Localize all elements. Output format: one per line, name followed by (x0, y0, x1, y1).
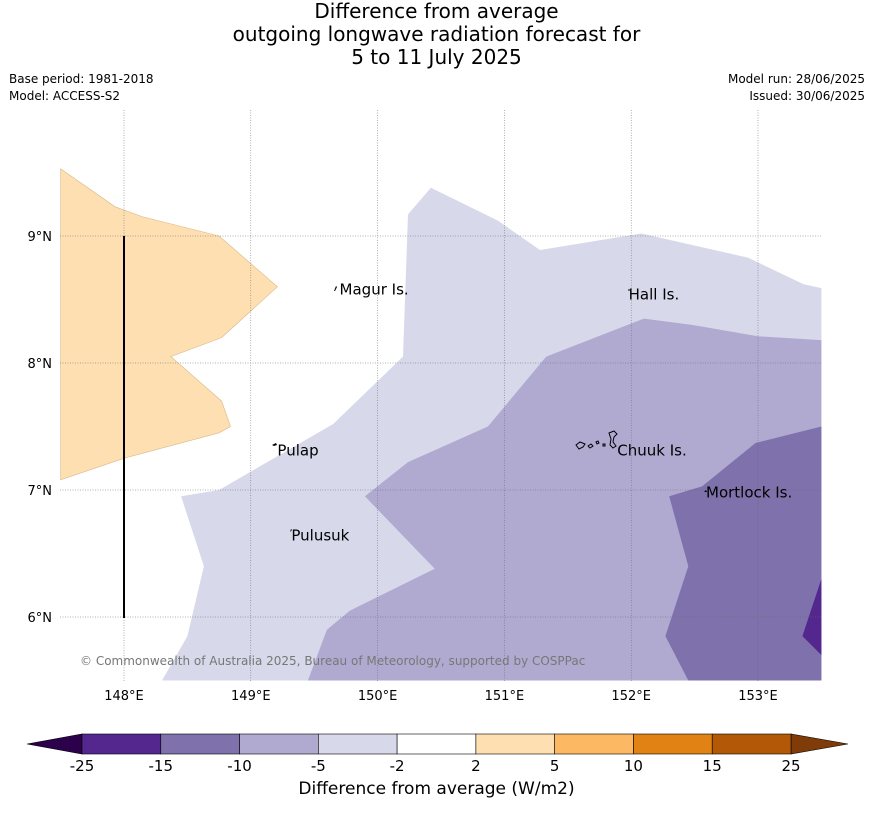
colorbar-bin-2 (239, 733, 319, 755)
colorbar-tick-1: -15 (149, 757, 174, 775)
mortlock-island-shape (704, 490, 707, 492)
colorbar-tick-8: 15 (703, 757, 722, 775)
colorbar-bin-1 (160, 733, 240, 755)
colorbar-over-arrow (790, 733, 849, 755)
island-outlines (272, 286, 707, 532)
lat-label-0: 9°N (28, 230, 53, 245)
lat-label-2: 7°N (28, 484, 53, 499)
lon-label-1: 149°E (231, 689, 271, 704)
colorbar-tick-6: 5 (550, 757, 560, 775)
hall-island-shape (628, 289, 630, 291)
lat-label-1: 8°N (28, 357, 53, 372)
pulusuk-island-shape (290, 529, 292, 532)
anomaly-region-3 (665, 426, 822, 681)
anomaly-regions (60, 168, 822, 681)
copyright-notice: © Commonwealth of Australia 2025, Bureau… (80, 654, 585, 668)
colorbar-tick-4: -2 (390, 757, 405, 775)
place-label-5: Pulusuk (291, 527, 349, 545)
model-run-date: Model run: 28/06/2025 (727, 72, 865, 86)
colorbar-tick-5: 2 (471, 757, 481, 775)
lon-label-2: 150°E (358, 689, 398, 704)
model-name: Model: ACCESS-S2 (9, 89, 121, 103)
lon-label-4: 152°E (611, 689, 651, 704)
chuuk-atoll-shape (575, 430, 618, 450)
place-label-4: Mortlock Is. (706, 484, 792, 502)
colorbar: -25 -15 -10 -5 -2 2 5 10 15 25 (26, 733, 849, 775)
title-line-1: Difference from average (314, 0, 559, 23)
colorbar-bin-3 (318, 733, 398, 755)
place-label-2: Pulap (277, 442, 318, 460)
colorbar-bin-8 (711, 733, 792, 755)
longitude-labels: 148°E 149°E 150°E 151°E 152°E 153°E (104, 689, 778, 704)
lat-label-3: 6°N (28, 611, 53, 626)
base-period: Base period: 1981-2018 (9, 72, 154, 86)
model-info: Base period: 1981-2018 Model: ACCESS-S2 (9, 71, 154, 105)
place-label-3: Chuuk Is. (617, 442, 686, 460)
colorbar-tick-9: 25 (781, 757, 800, 775)
title-line-3: 5 to 11 July 2025 (351, 45, 522, 69)
lon-label-0: 148°E (104, 689, 144, 704)
place-label-0: Magur Is. (340, 280, 409, 298)
anomaly-region-0 (60, 168, 278, 481)
latitude-labels: 9°N 8°N 7°N 6°N (28, 230, 53, 626)
colorbar-tick-0: -25 (70, 757, 95, 775)
colorbar-title: Difference from average (W/m2) (298, 779, 575, 799)
lon-label-5: 153°E (738, 689, 778, 704)
anomaly-region-4 (802, 578, 822, 656)
colorbar-tick-3: -5 (311, 757, 326, 775)
pulap-island-shape (272, 443, 277, 446)
map-title: Difference from average outgoing longwav… (0, 0, 873, 69)
magur-island-shape (334, 286, 337, 291)
colorbar-bin-0 (81, 733, 162, 755)
colorbar-under-arrow (26, 733, 83, 755)
place-labels: Magur Is. Hall Is. Pulap Chuuk Is. Mortlock … (277, 280, 792, 544)
colorbar-tick-7: 10 (624, 757, 643, 775)
colorbar-bin-4 (396, 733, 477, 755)
colorbar-bin-5 (475, 733, 555, 755)
issued-date: Issued: 30/06/2025 (749, 89, 865, 103)
colorbar-bin-6 (554, 733, 634, 755)
place-label-1: Hall Is. (629, 285, 680, 303)
run-info: Model run: 28/06/2025 Issued: 30/06/2025 (728, 71, 865, 105)
colorbar-tick-2: -10 (227, 757, 252, 775)
lon-label-3: 151°E (485, 689, 525, 704)
colorbar-bin-7 (633, 733, 713, 755)
title-line-2: outgoing longwave radiation forecast for (232, 22, 641, 46)
